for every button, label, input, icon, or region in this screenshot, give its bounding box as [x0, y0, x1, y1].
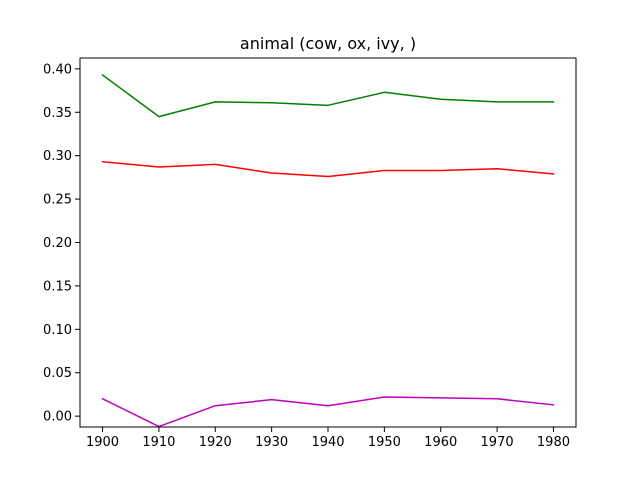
y-tick-label: 0.25: [43, 193, 72, 208]
x-tick-label: 1970: [481, 435, 514, 450]
x-tick-label: 1900: [86, 435, 119, 450]
y-tick-label: 0.30: [43, 149, 72, 164]
x-axis: 1900 1910 1920 1930 1940 1950 1960 1970 1980: [86, 427, 570, 450]
y-axis: 0.00 0.05 0.10 0.15 0.20 0.25 0.30 0.35 0.40: [43, 62, 80, 425]
x-tick-label: 1940: [311, 435, 344, 450]
y-tick-label: 0.10: [43, 323, 72, 338]
x-tick-label: 1950: [368, 435, 401, 450]
y-tick-label: 0.15: [43, 279, 72, 294]
x-tick-label: 1930: [255, 435, 288, 450]
y-tick-label: 0.00: [43, 410, 72, 425]
y-tick-label: 0.40: [43, 62, 72, 77]
series-line-3: [101, 396, 555, 428]
chart-title: animal (cow, ox, ivy, ): [240, 34, 416, 53]
y-tick-label: 0.05: [43, 366, 72, 381]
series-line-2: [101, 160, 555, 178]
x-tick-label: 1910: [142, 435, 175, 450]
y-tick-label: 0.35: [43, 106, 72, 121]
x-tick-label: 1920: [199, 435, 232, 450]
x-tick-label: 1960: [424, 435, 457, 450]
x-tick-label: 1980: [537, 435, 570, 450]
plot-area: [80, 58, 576, 427]
series-line-1: [101, 73, 555, 118]
series-layer: [101, 73, 555, 428]
y-tick-label: 0.20: [43, 236, 72, 251]
